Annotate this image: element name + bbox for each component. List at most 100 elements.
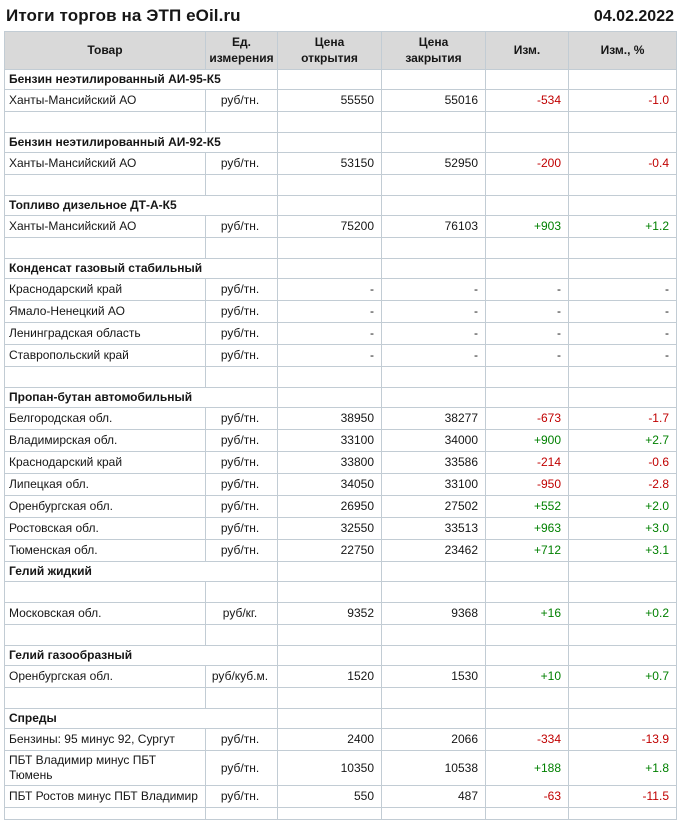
cell-change: - xyxy=(485,322,569,345)
cell-close-price: - xyxy=(381,300,486,323)
section-empty-cell xyxy=(485,645,569,666)
spacer-cell xyxy=(568,174,677,196)
table-row: Ростовская обл. руб/тн. 32550 33513 +963 +3.0 xyxy=(4,517,677,540)
section-empty-cell xyxy=(381,132,486,153)
cell-unit: руб/кг. xyxy=(205,602,278,625)
cell-product: Бензины: 95 минус 92, Сургут xyxy=(4,728,206,751)
spacer-cell xyxy=(277,624,382,646)
section-empty-cell xyxy=(485,708,569,729)
section-empty-cell xyxy=(381,708,486,729)
section-name: Бензин неэтилированный АИ-95-К5 xyxy=(4,69,278,90)
section-row: Спреды xyxy=(4,708,677,729)
cell-change-pct: - xyxy=(568,300,677,323)
spacer-cell xyxy=(205,807,278,820)
cell-open-price: 1520 xyxy=(277,665,382,688)
section-empty-cell xyxy=(568,195,677,216)
spacer-cell xyxy=(205,581,278,603)
cell-product: Оренбургская обл. xyxy=(4,495,206,518)
spacer-cell xyxy=(277,687,382,709)
section-empty-cell xyxy=(381,258,486,279)
table-header-row: Товар Ед. измерения Цена открытия Цена закр… xyxy=(4,31,677,70)
spacer-cell xyxy=(381,581,486,603)
section-name: Бензин неэтилированный АИ-92-К5 xyxy=(4,132,278,153)
cell-open-price: 26950 xyxy=(277,495,382,518)
cell-open-price: 38950 xyxy=(277,407,382,430)
cell-close-price: 9368 xyxy=(381,602,486,625)
spacer-cell xyxy=(4,111,206,133)
cell-product: ПБТ Владимир минус ПБТ Тюмень xyxy=(4,750,206,786)
cell-unit: руб/тн. xyxy=(205,429,278,452)
cell-unit: руб/тн. xyxy=(205,89,278,112)
section-name: Пропан-бутан автомобильный xyxy=(4,387,278,408)
spacer-cell xyxy=(485,807,569,820)
table-row: ПБТ Владимир минус ПБТ Тюмень руб/тн. 1035… xyxy=(4,750,677,786)
cell-change: +903 xyxy=(485,215,569,238)
cell-close-price: 1530 xyxy=(381,665,486,688)
cell-change: +10 xyxy=(485,665,569,688)
cell-close-price: 76103 xyxy=(381,215,486,238)
section-empty-cell xyxy=(568,645,677,666)
table-row: Ставропольский край руб/тн. - - - - xyxy=(4,344,677,367)
page-title: Итоги торгов на ЭТП eOil.ru xyxy=(6,6,241,25)
cell-product: Ставропольский край xyxy=(4,344,206,367)
table-row: Липецкая обл. руб/тн. 34050 33100 -950 -2.8 xyxy=(4,473,677,496)
spacer-cell xyxy=(4,581,206,603)
cell-close-price: - xyxy=(381,322,486,345)
cell-product: Ханты-Мансийский АО xyxy=(4,215,206,238)
cell-change: -200 xyxy=(485,152,569,175)
section-row: Бензин неэтилированный АИ-95-К5 xyxy=(4,69,677,90)
cell-change-pct: +2.0 xyxy=(568,495,677,518)
section-empty-cell xyxy=(485,258,569,279)
column-header-0: Товар xyxy=(4,31,206,70)
section-name: Гелий газообразный xyxy=(4,645,278,666)
section-empty-cell xyxy=(277,132,382,153)
cell-change: +963 xyxy=(485,517,569,540)
spacer-cell xyxy=(568,807,677,820)
column-header-2: Цена открытия xyxy=(277,31,382,70)
cell-open-price: 32550 xyxy=(277,517,382,540)
table-row: Ханты-Мансийский АО руб/тн. 53150 52950 -200… xyxy=(4,152,677,175)
cell-change-pct: -2.8 xyxy=(568,473,677,496)
cell-close-price: 2066 xyxy=(381,728,486,751)
cell-open-price: 33100 xyxy=(277,429,382,452)
cell-product: Краснодарский край xyxy=(4,278,206,301)
cell-unit: руб/тн. xyxy=(205,152,278,175)
cell-change-pct: - xyxy=(568,344,677,367)
cell-change: - xyxy=(485,278,569,301)
spacer-cell xyxy=(485,111,569,133)
spacer-row xyxy=(4,111,677,133)
column-header-3: Цена закрытия xyxy=(381,31,486,70)
cell-close-price: 38277 xyxy=(381,407,486,430)
cell-change: +188 xyxy=(485,750,569,786)
section-empty-cell xyxy=(568,258,677,279)
cell-open-price: - xyxy=(277,344,382,367)
report-date: 04.02.2022 xyxy=(593,8,674,25)
spacer-cell xyxy=(485,687,569,709)
cell-close-price: 55016 xyxy=(381,89,486,112)
section-empty-cell xyxy=(277,645,382,666)
section-empty-cell xyxy=(568,708,677,729)
section-name: Спреды xyxy=(4,708,278,729)
spacer-cell xyxy=(568,237,677,259)
cell-change-pct: +0.2 xyxy=(568,602,677,625)
spacer-cell xyxy=(4,807,206,820)
cell-change: - xyxy=(485,300,569,323)
spacer-cell xyxy=(568,111,677,133)
section-row: Бензин неэтилированный АИ-92-К5 xyxy=(4,132,677,153)
cell-open-price: 33800 xyxy=(277,451,382,474)
spacer-cell xyxy=(485,237,569,259)
cell-unit: руб/тн. xyxy=(205,728,278,751)
cell-close-price: 33100 xyxy=(381,473,486,496)
table-row: Оренбургская обл. руб/тн. 26950 27502 +552 +2… xyxy=(4,495,677,518)
cell-open-price: 550 xyxy=(277,785,382,808)
spacer-cell xyxy=(381,237,486,259)
cell-change: -334 xyxy=(485,728,569,751)
column-header-4: Изм. xyxy=(485,31,569,70)
cell-product: Ростовская обл. xyxy=(4,517,206,540)
column-header-5: Изм., % xyxy=(568,31,677,70)
cell-change: -214 xyxy=(485,451,569,474)
section-empty-cell xyxy=(485,132,569,153)
table-row: Ямало-Ненецкий АО руб/тн. - - - - xyxy=(4,300,677,323)
section-row: Конденсат газовый стабильный xyxy=(4,258,677,279)
spacer-cell xyxy=(4,624,206,646)
